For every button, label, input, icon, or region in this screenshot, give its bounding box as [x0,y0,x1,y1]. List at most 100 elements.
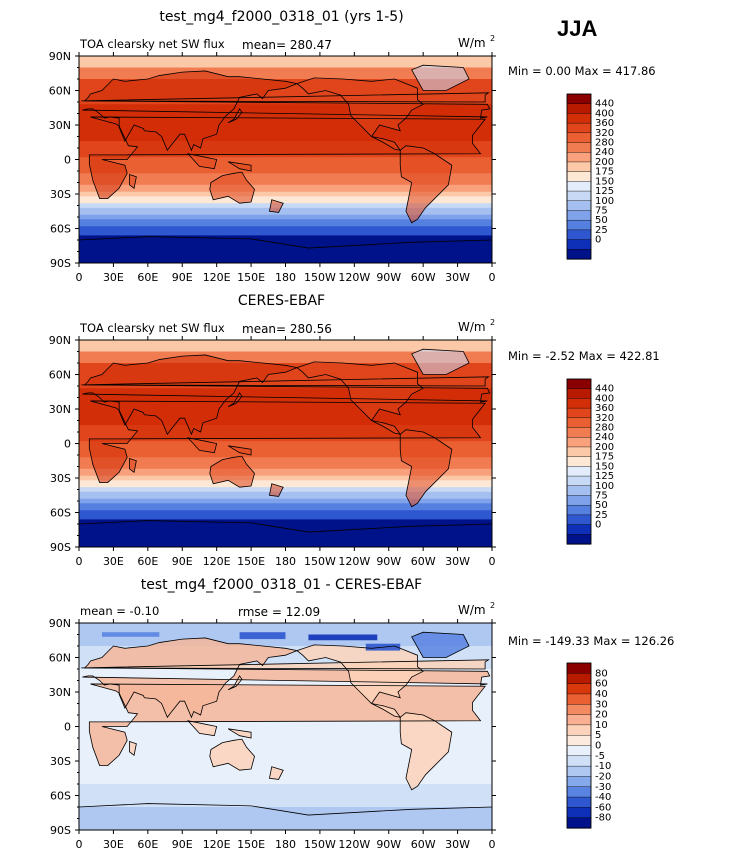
x-tick-label: 0 [76,838,83,851]
x-tick-label: 30W [445,271,470,284]
field-band [79,641,492,645]
field-band [79,774,492,778]
colorbar-label: 75 [595,490,608,501]
field-band [79,784,492,787]
field-band [79,198,492,202]
field-band [79,207,492,211]
land-fill [228,445,252,455]
colorbar-swatch [566,714,592,726]
y-tick-label: 60S [50,507,71,520]
field-band [79,519,492,523]
x-tick-label: 60E [137,838,158,851]
field-band [79,726,492,730]
field-band [79,735,492,739]
y-tick-label: 90N [49,617,71,630]
field-band [79,205,492,209]
field-band [79,655,492,659]
field-band [79,168,492,172]
field-band [79,445,492,449]
field-band [79,816,492,820]
field-band [79,526,492,530]
field-band [79,540,492,543]
colorbar-swatch [566,132,592,144]
field-band [79,253,492,257]
colorbar-swatch [566,113,592,124]
x-tick-label: 60W [411,271,436,284]
field-band [79,521,492,525]
field-band [79,217,492,220]
colorbar-label: 200 [595,157,614,168]
field-band [79,342,492,346]
field-band [79,69,492,73]
colorbar-swatch [566,693,592,705]
field-band [79,820,492,824]
land-fill [82,637,490,718]
field-band [79,625,492,629]
y-tick-label: 30N [49,119,71,132]
field-band [79,818,492,822]
coastline [227,108,243,124]
anomaly-patch [101,632,160,637]
field-band [79,177,492,181]
coastline [81,659,490,670]
field-band [79,765,492,769]
field-band [79,90,492,94]
colorbar-swatch [566,200,592,212]
coastline [227,675,243,691]
field-band [79,751,492,755]
colorbar-swatch [566,724,592,736]
x-tick-label: 180 [275,555,296,568]
panel-left-label: mean = -0.10 [80,604,159,618]
colorbar-label: 10 [595,720,608,731]
land-fill [187,437,217,453]
field-band [79,221,492,225]
land-fill [187,153,217,169]
field-band [79,517,492,520]
colorbar-swatch [566,142,592,153]
y-tick-label: 60N [49,652,71,665]
colorbar-swatch [566,807,592,819]
field-band [79,464,492,468]
field-band [79,74,492,78]
colorbar-swatch [566,734,592,747]
field-band [79,781,492,785]
y-tick-label: 30S [50,188,71,201]
land-fill [400,712,452,790]
coastline [227,392,243,408]
y-tick-label: 60S [50,790,71,803]
y-tick-label: 30S [50,755,71,768]
field-band [79,242,492,246]
x-tick-label: 60E [137,555,158,568]
colorbar-swatch [566,786,592,798]
field-band [79,173,492,177]
field-band [79,182,492,186]
colorbar-label: 75 [595,205,608,216]
field-band [79,79,492,82]
colorbar-label: 20 [595,710,608,721]
colorbar-swatch [566,475,592,487]
colorbar-label: 25 [595,225,608,236]
field-band [79,507,492,511]
units-exponent: 2 [490,318,495,327]
field-band [79,72,492,75]
field-band [79,438,492,442]
coastline [268,766,284,780]
land-fill [187,720,217,736]
antarctica-coastline [79,236,492,249]
field-band [79,226,492,230]
field-band [79,825,492,829]
field-band [79,468,492,472]
field-band [79,738,492,741]
colorbar-swatch [566,456,592,467]
field-band [79,749,492,753]
field-band [79,482,492,486]
coastline [268,199,284,213]
field-band [79,758,492,762]
field-band [79,724,492,728]
field-band [79,353,492,357]
land-fill [209,172,255,204]
colorbar-swatch [566,378,592,390]
